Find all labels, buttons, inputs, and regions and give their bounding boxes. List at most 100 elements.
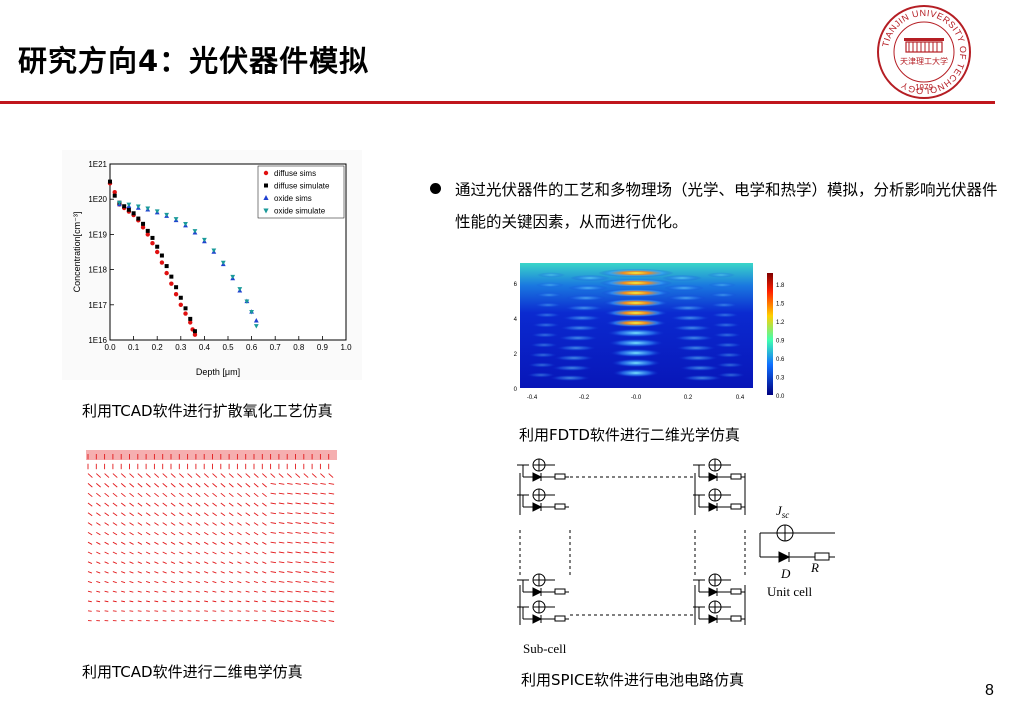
- field-vector: [303, 482, 310, 485]
- logo-name: 天津理工大学: [900, 56, 948, 66]
- fdtd-y-tick: 0: [514, 387, 518, 393]
- field-vector: [287, 561, 293, 564]
- field-vector: [170, 522, 176, 526]
- field-vector: [262, 600, 267, 603]
- jsc-label: J: [776, 503, 783, 518]
- field-vector: [120, 522, 126, 526]
- field-vector: [303, 620, 310, 622]
- field-vector: [262, 551, 267, 555]
- data-point: [141, 221, 146, 226]
- field-vector: [112, 600, 117, 603]
- field-vector: [112, 580, 117, 584]
- field-vector: [187, 502, 193, 507]
- field-vector: [220, 512, 226, 517]
- field-vector: [270, 610, 277, 613]
- field-lobe: [536, 282, 564, 288]
- field-vector: [287, 541, 293, 544]
- field-vector: [178, 473, 185, 478]
- field-lobe: [530, 342, 558, 348]
- field-vector: [145, 561, 151, 564]
- tcad-electric-field-plot: [84, 448, 339, 630]
- field-vector: [328, 610, 335, 613]
- field-vector: [228, 473, 234, 478]
- fdtd-x-tick: -0.4: [527, 395, 538, 401]
- field-vector: [312, 502, 318, 505]
- field-vector: [220, 580, 225, 584]
- x-tick-label: 1.0: [340, 343, 352, 352]
- colorbar-tick: 0.6: [776, 357, 785, 363]
- field-vector: [170, 580, 175, 584]
- field-vector: [154, 580, 159, 584]
- fdtd-x-tick: 0.2: [684, 395, 693, 401]
- field-vector: [87, 571, 93, 574]
- field-vector: [104, 512, 110, 517]
- field-vector: [220, 492, 226, 498]
- field-vector: [328, 541, 335, 544]
- field-vector: [96, 600, 101, 603]
- data-point: [150, 235, 155, 240]
- field-vector: [112, 522, 118, 526]
- field-vector: [195, 590, 200, 593]
- field-lobe: [535, 292, 563, 298]
- colorbar-tick: 0.3: [776, 376, 785, 382]
- field-vector: [245, 561, 250, 564]
- field-lobe: [566, 295, 606, 301]
- field-vector: [270, 571, 277, 573]
- field-vector: [96, 483, 101, 488]
- series-resistor: [730, 588, 742, 595]
- field-vector: [187, 571, 192, 574]
- resistor-label: R: [810, 560, 819, 575]
- x-tick-label: 0.1: [128, 343, 140, 352]
- field-vector: [303, 580, 310, 583]
- field-vector: [220, 600, 225, 603]
- field-vector: [212, 590, 217, 593]
- data-point: [211, 248, 217, 253]
- field-vector: [278, 473, 284, 478]
- field-vector: [104, 600, 109, 603]
- field-vector: [146, 600, 150, 603]
- field-vector: [295, 531, 301, 534]
- field-vector: [245, 522, 251, 526]
- field-vector: [137, 610, 142, 612]
- field-vector: [262, 580, 267, 584]
- field-vector: [270, 620, 277, 622]
- field-vector: [112, 571, 117, 574]
- field-vector: [245, 492, 251, 498]
- field-vector: [104, 473, 110, 478]
- field-vector: [145, 473, 151, 478]
- field-vector: [187, 512, 193, 517]
- field-vector: [295, 522, 301, 524]
- data-point: [159, 253, 164, 258]
- data-point: [117, 200, 122, 206]
- data-point: [183, 306, 188, 311]
- fdtd-x-tick: 0.4: [736, 395, 745, 401]
- field-vector: [320, 620, 326, 622]
- field-vector: [303, 590, 310, 593]
- field-vector: [262, 532, 267, 536]
- field-vector: [245, 551, 250, 555]
- data-point: [192, 329, 197, 334]
- field-vector: [328, 600, 335, 603]
- data-point: [220, 260, 226, 266]
- field-vector: [154, 492, 159, 498]
- field-vector: [270, 473, 276, 478]
- field-vector: [87, 473, 93, 478]
- field-vector: [212, 532, 217, 536]
- diffusion-profile-chart: 0.0 0.1 0.2 0.3 0.4 0.5 0.6 0.7 0.8 0.9 1.0 1E21 1E2…: [62, 150, 362, 380]
- data-point: [155, 244, 160, 249]
- field-vector: [87, 483, 93, 488]
- field-vector: [278, 502, 285, 505]
- field-vector: [203, 502, 209, 507]
- field-vector: [170, 502, 176, 507]
- field-vector: [320, 571, 326, 573]
- field-vector: [203, 473, 209, 478]
- field-vector: [320, 492, 326, 495]
- field-vector: [112, 483, 118, 488]
- field-vector: [320, 600, 326, 603]
- field-vector: [328, 620, 335, 622]
- field-vector: [253, 532, 259, 536]
- field-vector: [204, 571, 209, 574]
- field-vector: [262, 512, 267, 517]
- field-hotspot: [602, 298, 670, 308]
- field-lobe: [564, 305, 604, 311]
